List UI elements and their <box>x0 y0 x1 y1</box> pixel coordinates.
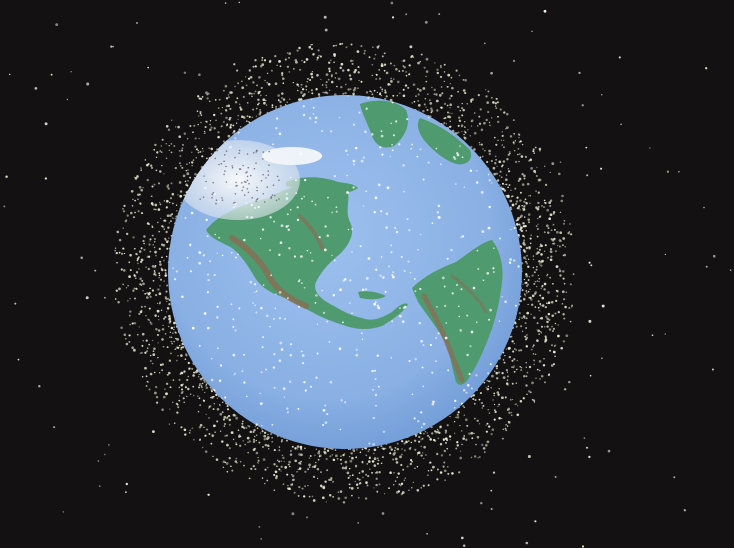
mountain-relief <box>229 235 309 309</box>
north-america <box>206 185 408 329</box>
arctic-islands <box>286 177 358 194</box>
cloud-streak <box>262 147 322 165</box>
andes-relief <box>421 293 465 383</box>
mountain-relief-2 <box>298 214 324 250</box>
amazon-relief <box>450 274 488 314</box>
south-america <box>412 240 503 385</box>
caribbean-islands <box>358 291 386 300</box>
orbital-debris-on-globe <box>172 95 520 446</box>
globe-icon <box>168 95 522 449</box>
star-field <box>3 1 732 548</box>
greenland <box>360 100 409 148</box>
